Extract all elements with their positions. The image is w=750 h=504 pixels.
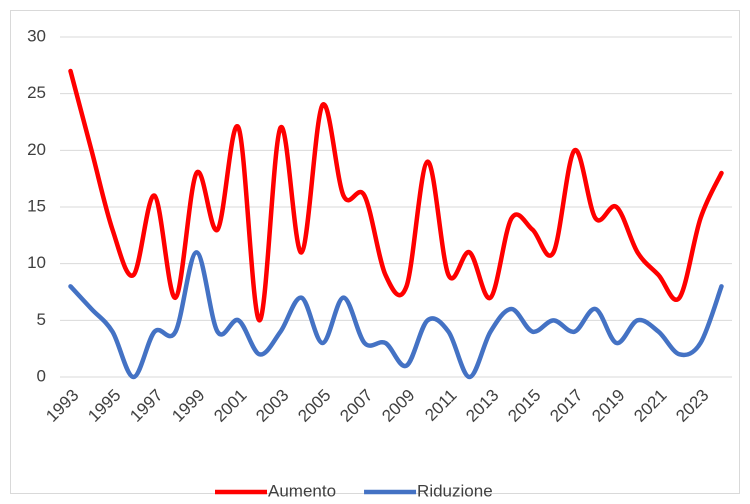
- legend-label: Aumento: [268, 481, 336, 500]
- y-tick-label: 10: [27, 253, 46, 272]
- y-tick-label: 30: [27, 26, 46, 45]
- series-line: [68, 68, 724, 323]
- y-tick-label: 20: [27, 140, 46, 159]
- series-line: [68, 250, 724, 380]
- y-tick-label: 15: [27, 196, 46, 215]
- legend-label: Riduzione: [417, 481, 493, 500]
- chart-frame: [10, 10, 740, 494]
- y-tick-label: 0: [37, 366, 46, 385]
- y-tick-label: 25: [27, 83, 46, 102]
- y-tick-label: 5: [37, 310, 46, 329]
